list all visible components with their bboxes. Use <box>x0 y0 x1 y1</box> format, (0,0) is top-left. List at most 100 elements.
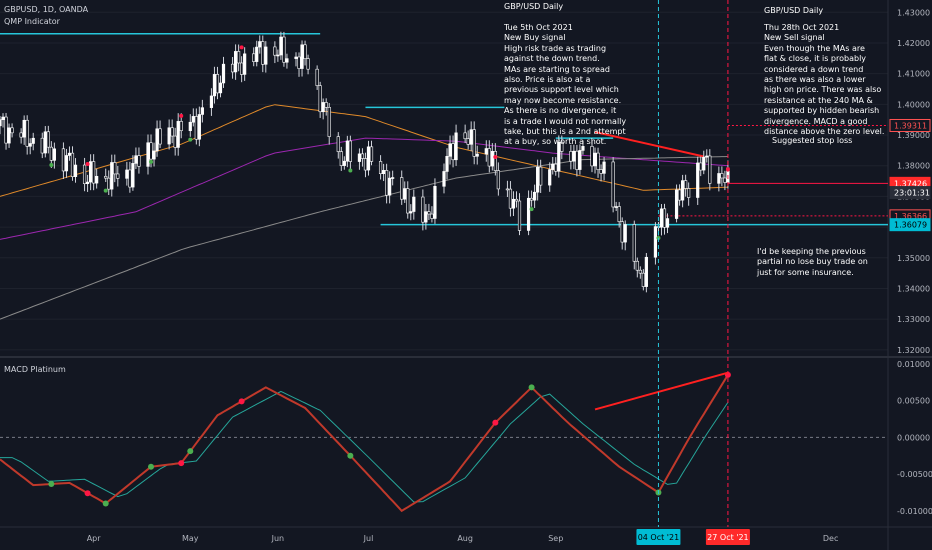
candle <box>529 190 534 207</box>
candle <box>4 112 8 150</box>
price-tick-label: 1.40000 <box>897 100 930 109</box>
candle-body <box>674 189 679 219</box>
candle-body <box>230 63 235 73</box>
candle-body <box>445 156 449 172</box>
candle <box>285 53 289 69</box>
buy-signal-dot <box>529 207 534 212</box>
candle <box>125 161 129 186</box>
price-tick-label: 1.32000 <box>897 346 930 355</box>
candle <box>194 108 198 145</box>
candle-body <box>385 170 389 196</box>
candle <box>381 163 386 182</box>
candle <box>508 181 513 217</box>
candle-body <box>233 51 238 73</box>
candle-body <box>448 143 452 157</box>
sell-date-label: 27 Oct '21 <box>707 533 748 542</box>
candle <box>339 146 343 171</box>
candle-body <box>146 142 150 167</box>
trend-line <box>594 130 704 158</box>
candle <box>378 155 383 180</box>
candle-body <box>409 211 413 214</box>
candle <box>635 257 639 278</box>
candle <box>321 98 325 120</box>
candle <box>116 165 120 187</box>
candle-body <box>705 155 709 158</box>
candle <box>261 35 265 73</box>
candle <box>25 115 29 155</box>
candle-body <box>4 116 8 144</box>
candle-body <box>1 116 5 120</box>
candle <box>218 75 223 98</box>
candle-body <box>526 197 531 231</box>
candle-body <box>95 175 99 184</box>
candle <box>170 119 174 144</box>
candle-body <box>167 127 171 145</box>
moving-average-line <box>0 156 728 320</box>
candle-body <box>472 129 476 157</box>
candle-body <box>125 169 129 179</box>
candle <box>315 65 319 90</box>
candle-body <box>699 162 703 171</box>
candle-body <box>665 218 670 228</box>
candle <box>684 174 688 197</box>
candle-body <box>327 107 331 137</box>
candle <box>40 132 44 159</box>
sell-signal-dot <box>85 162 90 166</box>
candle <box>424 203 428 230</box>
candle <box>276 49 280 62</box>
candle-body <box>294 56 298 59</box>
candle <box>454 124 458 166</box>
candle <box>493 143 497 176</box>
candle <box>596 147 600 178</box>
candle <box>659 204 664 236</box>
candle <box>557 135 561 178</box>
candle <box>43 126 47 158</box>
candle-body <box>403 188 407 200</box>
candle-body <box>490 151 494 167</box>
candle <box>82 157 87 192</box>
candle <box>514 191 519 208</box>
candle <box>85 174 90 192</box>
candle-body <box>7 127 11 144</box>
candle <box>475 145 479 165</box>
candle <box>505 180 510 198</box>
candle <box>294 52 298 67</box>
candle-body <box>620 221 624 243</box>
candle-body <box>581 146 585 151</box>
candle-body <box>593 152 597 167</box>
candle <box>155 120 159 157</box>
candle <box>64 148 69 178</box>
candle-body <box>276 54 280 57</box>
month-label: Dec <box>823 534 838 543</box>
candle <box>357 148 362 170</box>
candle <box>22 115 26 145</box>
candle-body <box>255 46 259 62</box>
candle <box>306 54 310 75</box>
candle <box>433 178 437 224</box>
candle <box>61 142 66 179</box>
candle-body <box>89 161 93 183</box>
candle-body <box>339 151 343 166</box>
candle <box>708 149 712 191</box>
candle <box>445 148 449 180</box>
annotation-buy-body: Tue 5th Oct 2021 New Buy signal High ris… <box>504 23 627 147</box>
candle <box>487 140 491 173</box>
candle <box>581 140 585 155</box>
price-tick-label: 1.39000 <box>897 131 930 140</box>
candle <box>31 132 35 151</box>
annotation-sell-title: GBP/USD Daily <box>764 6 824 15</box>
candle <box>324 98 328 116</box>
candle <box>46 125 50 154</box>
candle-body <box>578 150 582 170</box>
candle <box>720 166 724 187</box>
price-tick-label: 1.35000 <box>897 254 930 263</box>
candle-body <box>19 132 23 138</box>
macd-tick-label: -0.01000 <box>897 507 932 516</box>
candle <box>67 146 72 161</box>
candle-body <box>85 181 90 185</box>
candle-body <box>681 180 685 201</box>
macd-sell-dot <box>238 398 245 405</box>
candle-body <box>590 146 594 167</box>
candle-body <box>152 150 156 160</box>
